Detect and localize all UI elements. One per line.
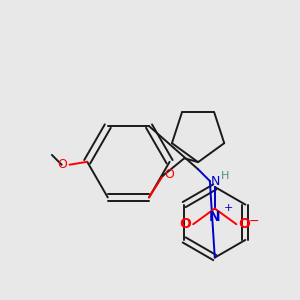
Text: O: O [58, 158, 68, 171]
Text: N: N [209, 211, 220, 224]
Text: O: O [165, 168, 175, 182]
Text: O: O [238, 217, 250, 231]
Text: O: O [179, 217, 191, 231]
Text: N: N [211, 175, 220, 188]
Text: H: H [221, 171, 229, 181]
Text: +: + [224, 202, 233, 212]
Text: −: − [249, 215, 260, 228]
